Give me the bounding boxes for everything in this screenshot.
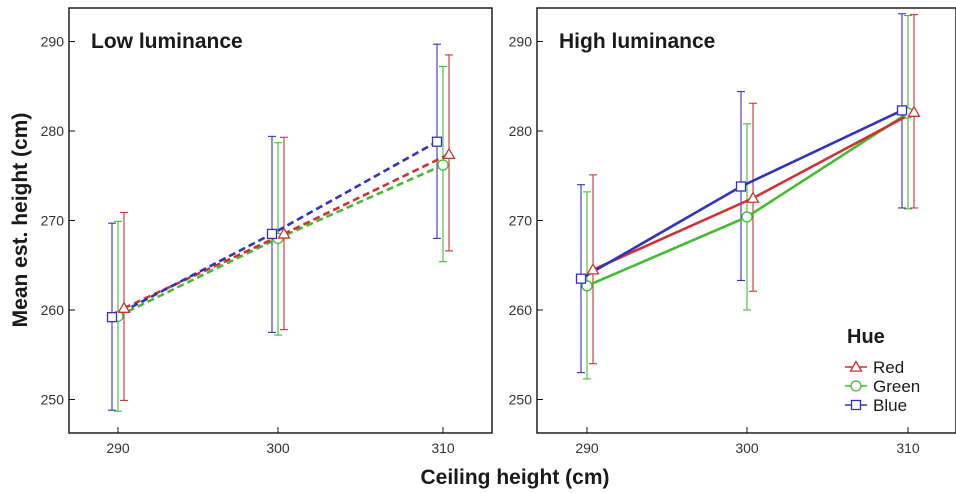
y-tick-label: 280 [41, 123, 65, 139]
x-tick-label: 300 [735, 440, 759, 456]
data-point-red [117, 301, 131, 313]
x-tick-label: 310 [896, 440, 920, 456]
x-tick-label: 290 [106, 440, 130, 456]
data-point-green [741, 211, 753, 223]
legend-marker [850, 399, 862, 411]
y-tick-label: 290 [509, 34, 533, 50]
y-tick-label: 270 [41, 213, 65, 229]
legend-marker-triangle-icon [845, 360, 867, 372]
plot-frame [68, 7, 493, 434]
legend-marker-square-icon [845, 399, 867, 411]
data-point-red [907, 105, 921, 117]
data-point-blue [266, 228, 278, 240]
legend-label-green: Green [873, 377, 920, 396]
legend-marker [849, 360, 863, 372]
legend-marker [850, 380, 862, 392]
data-point-blue [106, 312, 118, 323]
data-point-blue [575, 273, 587, 284]
legend-title: Hue [847, 326, 885, 348]
data-point-red [442, 147, 456, 160]
legend-label-blue: Blue [873, 396, 907, 415]
y-tick-label: 250 [41, 392, 65, 408]
x-tick-label: 290 [575, 440, 599, 456]
legend: Hue Red Green Blue [845, 326, 920, 415]
y-tick-label: 250 [509, 392, 533, 408]
data-point-red [746, 191, 760, 203]
data-point-red [586, 262, 600, 275]
y-tick-label: 260 [509, 302, 533, 318]
data-point-blue [896, 105, 908, 116]
panel-title: High luminance [559, 30, 715, 53]
legend-entry-green: Green [845, 377, 920, 396]
x-axis-label: Ceiling height (cm) [421, 466, 610, 489]
legend-entry-blue: Blue [845, 396, 907, 415]
panel-title: Low luminance [91, 30, 243, 53]
y-tick-label: 280 [509, 123, 533, 139]
panel-high-luminance: High luminance 250 260 270 280 290 290 300 310 [509, 7, 956, 456]
data-point-blue [735, 181, 747, 192]
legend-label-red: Red [873, 358, 904, 377]
data-point-blue [431, 136, 443, 147]
y-tick-label: 290 [41, 34, 65, 50]
legend-marker-circle-icon [845, 380, 867, 392]
y-axis-label: Mean est. height (cm) [9, 113, 32, 328]
panel-low-luminance: Low luminance 250 260 270 280 290 290 300 310 [41, 7, 493, 456]
x-tick-label: 310 [431, 440, 455, 456]
data-point-green [437, 159, 449, 171]
y-tick-label: 270 [509, 213, 533, 229]
data-point-red [277, 227, 291, 239]
legend-entry-red: Red [845, 358, 904, 377]
x-tick-label: 300 [266, 440, 290, 456]
y-tick-label: 260 [41, 302, 65, 318]
